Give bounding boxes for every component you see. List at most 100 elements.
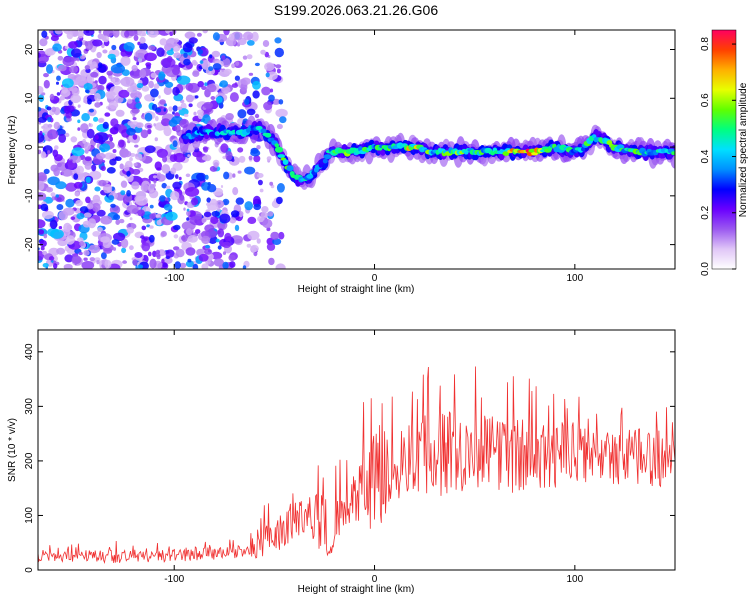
heatmap-noise-blob	[77, 30, 84, 39]
heatmap-noise-blob	[53, 121, 61, 130]
heatmap-noise-blob	[76, 37, 80, 41]
heatmap-noise-blob	[98, 75, 107, 85]
heatmap-noise-blob	[57, 64, 67, 72]
heatmap-noise-blob	[228, 254, 236, 261]
heatmap-noise-blob	[149, 258, 157, 269]
heatmap-noise-blob	[229, 92, 239, 103]
heatmap-noise-blob	[55, 181, 67, 190]
heatmap-noise-blob	[276, 68, 281, 74]
heatmap-noise-blob	[45, 186, 54, 193]
heatmap-noise-blob	[84, 162, 92, 170]
heatmap-noise-blob	[113, 232, 126, 242]
heatmap-noise-blob	[78, 251, 83, 256]
heatmap-noise-blob	[123, 164, 130, 172]
heatmap-noise-blob	[38, 229, 45, 235]
heatmap-noise-blob	[204, 224, 215, 232]
heatmap-noise-blob	[83, 142, 91, 151]
heatmap-noise-blob	[127, 87, 133, 93]
heatmap-noise-blob	[64, 245, 70, 252]
heatmap-noise-blob	[256, 238, 261, 244]
colorbar-tick-label: 0.8	[700, 37, 711, 51]
heatmap-noise-blob	[120, 180, 128, 188]
heatmap-noise-blob	[113, 214, 121, 221]
heatmap-noise-blob	[70, 48, 82, 58]
heatmap-noise-blob	[85, 196, 91, 204]
heatmap-noise-blob	[60, 89, 71, 97]
heatmap-noise-blob	[242, 55, 248, 60]
heatmap-noise-blob	[257, 179, 263, 186]
heatmap-noise-blob	[197, 49, 203, 55]
heatmap-noise-blob	[92, 194, 101, 203]
heatmap-noise-blob	[65, 198, 75, 208]
heatmap-noise-blob	[204, 174, 209, 180]
heatmap-noise-blob	[50, 164, 59, 172]
heatmap-noise-blob	[82, 138, 87, 144]
heatmap-noise-blob	[38, 53, 49, 64]
heatmap-noise-blob	[51, 195, 56, 201]
heatmap-noise-blob	[99, 141, 104, 145]
heatmap-noise-blob	[185, 187, 200, 197]
x-tick-label: 0	[372, 574, 378, 585]
heatmap-noise-blob	[126, 170, 131, 177]
heatmap-noise-blob	[40, 203, 49, 212]
heatmap-noise-blob	[204, 248, 213, 255]
heatmap-noise-blob	[244, 166, 256, 175]
heatmap-noise-blob	[186, 228, 193, 236]
heatmap-noise-blob	[141, 242, 151, 252]
snr-x-ticks: -100 0 100	[164, 330, 584, 585]
heatmap-noise-blob	[77, 119, 81, 124]
heatmap-noise-blob	[42, 263, 49, 268]
heatmap-noise-blob	[103, 247, 113, 254]
heatmap-noise-blob	[231, 158, 235, 162]
heatmap-noise-blob	[224, 232, 232, 242]
heatmap-noise-blob	[222, 261, 229, 269]
heatmap-noise-blob	[235, 197, 244, 205]
heatmap-noise-blob	[185, 94, 194, 103]
heatmap-noise-blob	[165, 211, 178, 221]
heatmap-noise-blob	[149, 213, 156, 220]
heatmap-noise-blob	[202, 30, 208, 34]
heatmap-noise-blob	[126, 190, 131, 197]
heatmap-noise-blob	[148, 45, 156, 51]
heatmap-noise-blob	[187, 154, 191, 158]
heatmap-ridge-peak	[274, 146, 284, 153]
heatmap-ridge-peak	[264, 132, 272, 138]
heatmap-noise-blob	[92, 202, 101, 212]
heatmap-noise-blob	[154, 137, 158, 142]
heatmap-noise-blob	[149, 225, 154, 229]
heatmap-noise-blob	[161, 164, 171, 174]
heatmap-noise-blob	[139, 36, 146, 44]
heatmap-noise-blob	[49, 219, 58, 230]
heatmap-noise-blob	[83, 83, 93, 90]
heatmap-ridge-peak	[581, 147, 586, 152]
heatmap-noise-blob	[84, 65, 91, 70]
heatmap-noise-blob	[217, 228, 225, 238]
heatmap-noise-blob	[223, 171, 230, 180]
heatmap-noise-blob	[126, 128, 136, 136]
heatmap-noise-blob	[230, 210, 240, 218]
heatmap-noise-blob	[195, 229, 201, 234]
heatmap-noise-blob	[152, 183, 156, 187]
heatmap-noise-blob	[185, 173, 191, 178]
heatmap-noise-blob	[260, 212, 268, 219]
heatmap-noise-blob	[84, 156, 92, 162]
heatmap-noise-blob	[193, 111, 197, 116]
heatmap-noise-blob	[111, 239, 120, 245]
heatmap-noise-blob	[183, 52, 188, 58]
heatmap-noise-blob	[172, 67, 180, 76]
heatmap-noise-blob	[71, 147, 85, 157]
heatmap-noise-blob	[161, 182, 167, 189]
heatmap-noise-blob	[131, 107, 140, 114]
heatmap-noise-blob	[101, 252, 107, 260]
heatmap-noise-blob	[270, 231, 280, 240]
heatmap-noise-blob	[168, 106, 173, 112]
figure-title: S199.2026.063.21.26.G06	[274, 2, 438, 18]
heatmap-noise-blob	[89, 257, 96, 262]
heatmap-noise-blob	[210, 216, 219, 225]
heatmap-noise-blob	[247, 216, 257, 224]
heatmap-ridge-peak	[322, 158, 328, 164]
heatmap-noise-blob	[185, 247, 196, 256]
heatmap-noise-blob	[163, 204, 173, 211]
heatmap-noise-blob	[96, 51, 102, 59]
heatmap-noise-blob	[87, 244, 101, 254]
